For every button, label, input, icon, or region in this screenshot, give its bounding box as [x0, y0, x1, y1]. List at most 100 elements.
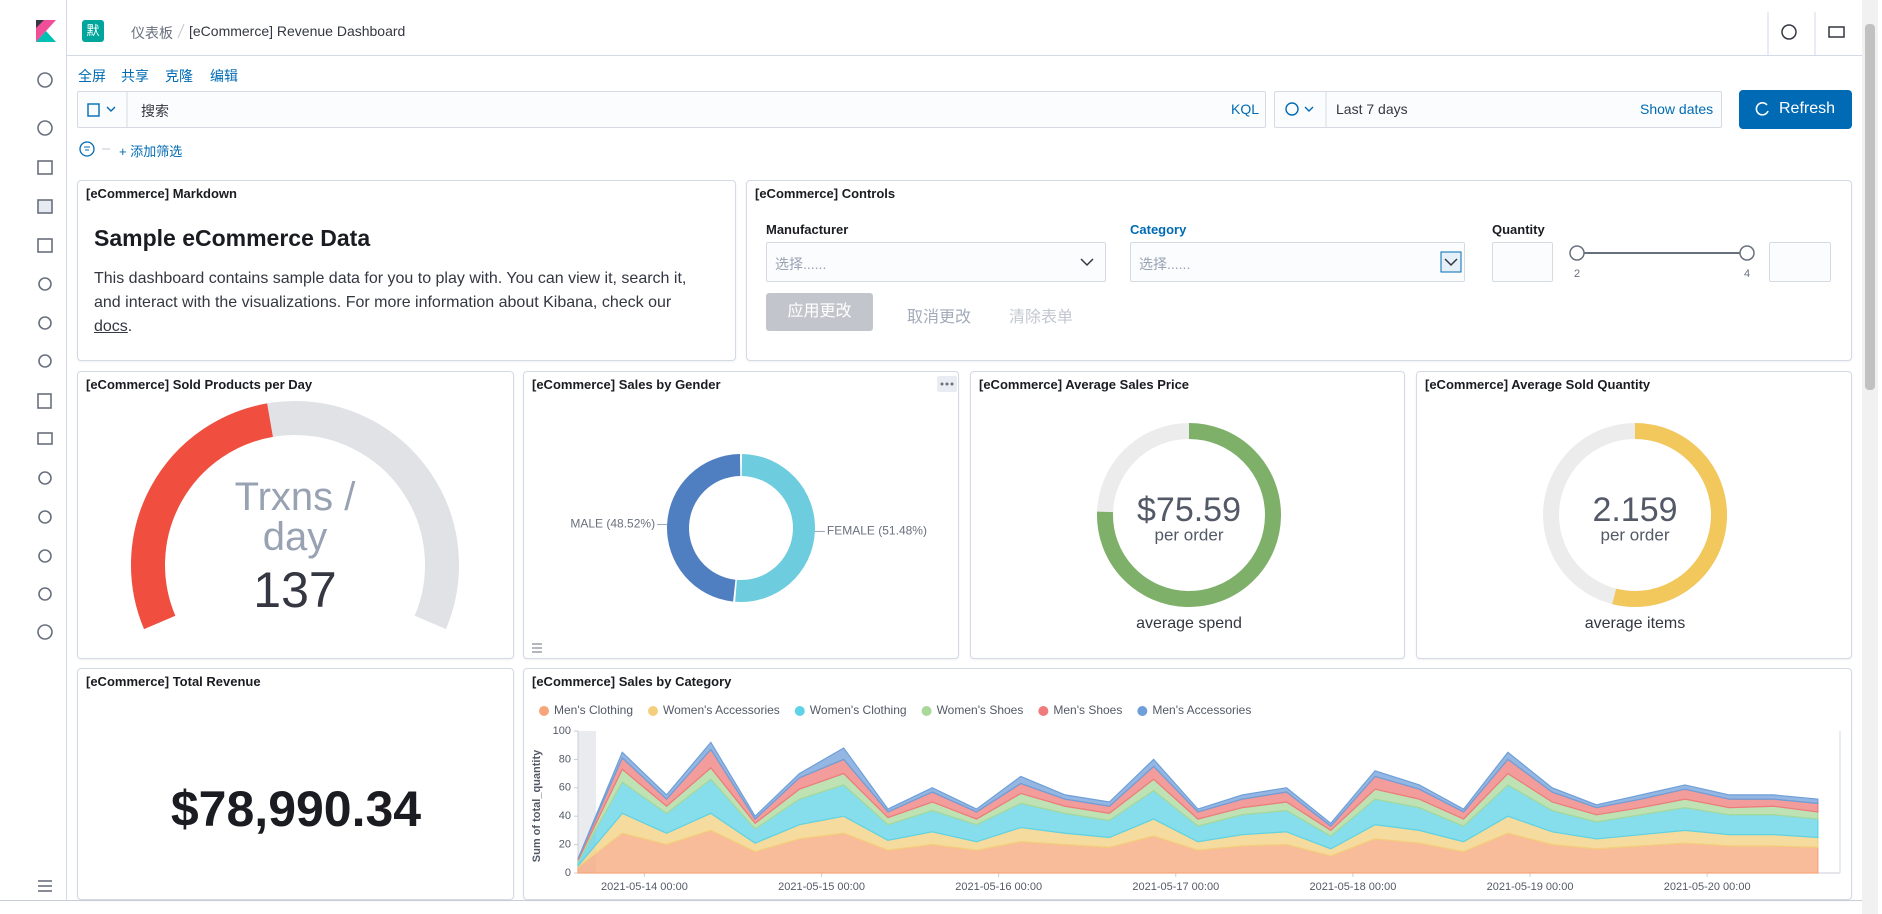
apply-button[interactable]: 应用更改 [766, 293, 873, 331]
category-select[interactable] [1130, 242, 1465, 282]
nav-icon[interactable] [38, 510, 52, 524]
legend-label: Women's Shoes [937, 703, 1024, 717]
menu-item[interactable]: 编辑 [210, 68, 238, 84]
x-tick-label: 2021-05-15 00:00 [778, 881, 865, 893]
breadcrumb[interactable]: 仪表板 [131, 25, 173, 41]
time-picker[interactable] [1274, 91, 1722, 128]
nav-icon[interactable] [37, 72, 53, 88]
control-label: Quantity [1492, 222, 1545, 237]
pie-slice [666, 454, 741, 602]
nav-icon[interactable] [37, 238, 53, 253]
time-range[interactable]: Last 7 days [1336, 101, 1408, 117]
metric-value: $78,990.34 [171, 781, 421, 837]
space-badge[interactable]: 默 [82, 20, 104, 42]
pie-slice [735, 454, 815, 602]
nav-icon[interactable] [37, 432, 53, 445]
scrollbar-thumb[interactable] [1865, 24, 1875, 390]
search-bar[interactable] [77, 91, 1266, 128]
menu-item[interactable]: 克隆 [165, 68, 193, 84]
nav-icon[interactable] [38, 549, 52, 563]
top-bar [67, 0, 1862, 56]
nav-icon[interactable] [37, 120, 53, 136]
logo[interactable] [36, 20, 56, 42]
nav-icon[interactable] [37, 199, 53, 214]
nav-icon[interactable] [38, 277, 52, 291]
refresh-label[interactable]: Refresh [1779, 100, 1836, 117]
saved-query-button[interactable] [78, 92, 128, 127]
area-chart: Men's Clothing Women's Accessories Women's… [531, 703, 1841, 899]
y-tick-label: 20 [559, 839, 571, 851]
gauge-value [131, 403, 274, 630]
panel-title: [eCommerce] Controls [755, 186, 896, 201]
slice-category: FEMALE [827, 524, 875, 538]
slice-label: MALE (48.52%) [570, 517, 655, 531]
y-tick-label: 0 [565, 867, 571, 879]
y-axis-label: Sum of total_quantity [531, 749, 543, 862]
menu-item[interactable]: 全屏 [78, 68, 106, 84]
panel-title: [eCommerce] Average Sold Quantity [1425, 377, 1651, 392]
nav-icon[interactable] [38, 587, 52, 601]
window-edge [0, 900, 1862, 901]
legend-marker [1137, 706, 1148, 716]
y-tick-label: 100 [553, 725, 571, 737]
nav-icon[interactable] [38, 316, 52, 330]
gauge-chart: 137 [131, 401, 459, 630]
filter-icon[interactable] [78, 140, 120, 158]
nav-icon[interactable] [37, 624, 53, 640]
help-icon[interactable] [1781, 24, 1797, 40]
metric-label: average items [1585, 615, 1686, 632]
docs-link[interactable]: docs [94, 318, 128, 335]
mail-icon[interactable] [1828, 26, 1845, 38]
show-dates[interactable]: Show dates [1640, 101, 1714, 117]
chevron [1440, 251, 1462, 273]
quick-select[interactable] [1275, 92, 1327, 127]
legend-marker [794, 706, 805, 716]
panel-title: [eCommerce] Average Sales Price [979, 377, 1190, 392]
x-tick-label: 2021-05-19 00:00 [1487, 881, 1574, 893]
add-filter[interactable]: + 添加筛选 [119, 144, 183, 159]
panel-title: [eCommerce] Sales by Gender [532, 377, 721, 392]
area-panel: Men's Clothing Women's Accessories Women's… [523, 668, 1852, 900]
nav-icon[interactable] [37, 393, 52, 409]
clear-button[interactable]: 清除表单 [1009, 309, 1074, 326]
gauge-value [1612, 423, 1727, 607]
legend-toggle[interactable] [532, 643, 542, 653]
control-label: Category [1130, 222, 1187, 237]
y-tick-label: 40 [559, 810, 571, 822]
markdown-paragraph-end: . [127, 318, 133, 335]
metric-label: average spend [1136, 615, 1242, 632]
nav-collapse[interactable] [38, 880, 52, 892]
markdown-paragraph: This dashboard contains sample data for … [94, 270, 687, 311]
markdown-text: This dashboard contains sample data for … [94, 267, 704, 339]
side-nav [36, 0, 67, 900]
legend-label: Women's Accessories [663, 703, 780, 717]
search-input[interactable]: 搜索 [141, 103, 169, 119]
range-max-input[interactable] [1769, 242, 1831, 282]
pie-chart: MALE (48.52%) FEMALE (51.48%) [532, 376, 957, 653]
manufacturer-select[interactable] [766, 242, 1106, 282]
slice-percent: (51.48%) [878, 524, 927, 538]
slice-label: FEMALE (51.48%) [827, 524, 927, 538]
legend-marker [921, 706, 932, 716]
query-language[interactable]: KQL [1231, 101, 1260, 117]
refresh-button[interactable] [1739, 90, 1852, 129]
cancel-button[interactable]: 取消更改 [907, 309, 972, 326]
legend-label: Women's Clothing [810, 703, 907, 717]
range-min-input[interactable] [1492, 242, 1553, 282]
legend-label: Men's Clothing [554, 703, 633, 717]
header-icons [1767, 12, 1845, 55]
legend-marker [648, 706, 658, 716]
gauge-label: Trxns / day [234, 475, 356, 559]
nav-icon[interactable] [38, 354, 52, 368]
menu-item[interactable]: 共享 [121, 68, 149, 84]
nav-icon[interactable] [37, 160, 53, 175]
markdown-heading: Sample eCommerce Data [94, 225, 371, 251]
range-min-label: 2 [1574, 268, 1580, 280]
legend-marker [1038, 706, 1049, 716]
nav-icon[interactable] [38, 471, 52, 485]
range-slider[interactable]: 2 4 [1567, 241, 1762, 291]
gauge-value-label: 137 [253, 562, 336, 618]
pie-panel: MALE (48.52%) FEMALE (51.48%) [eCommerce]… [523, 371, 959, 659]
metric-value: 2.159 [1592, 491, 1677, 529]
